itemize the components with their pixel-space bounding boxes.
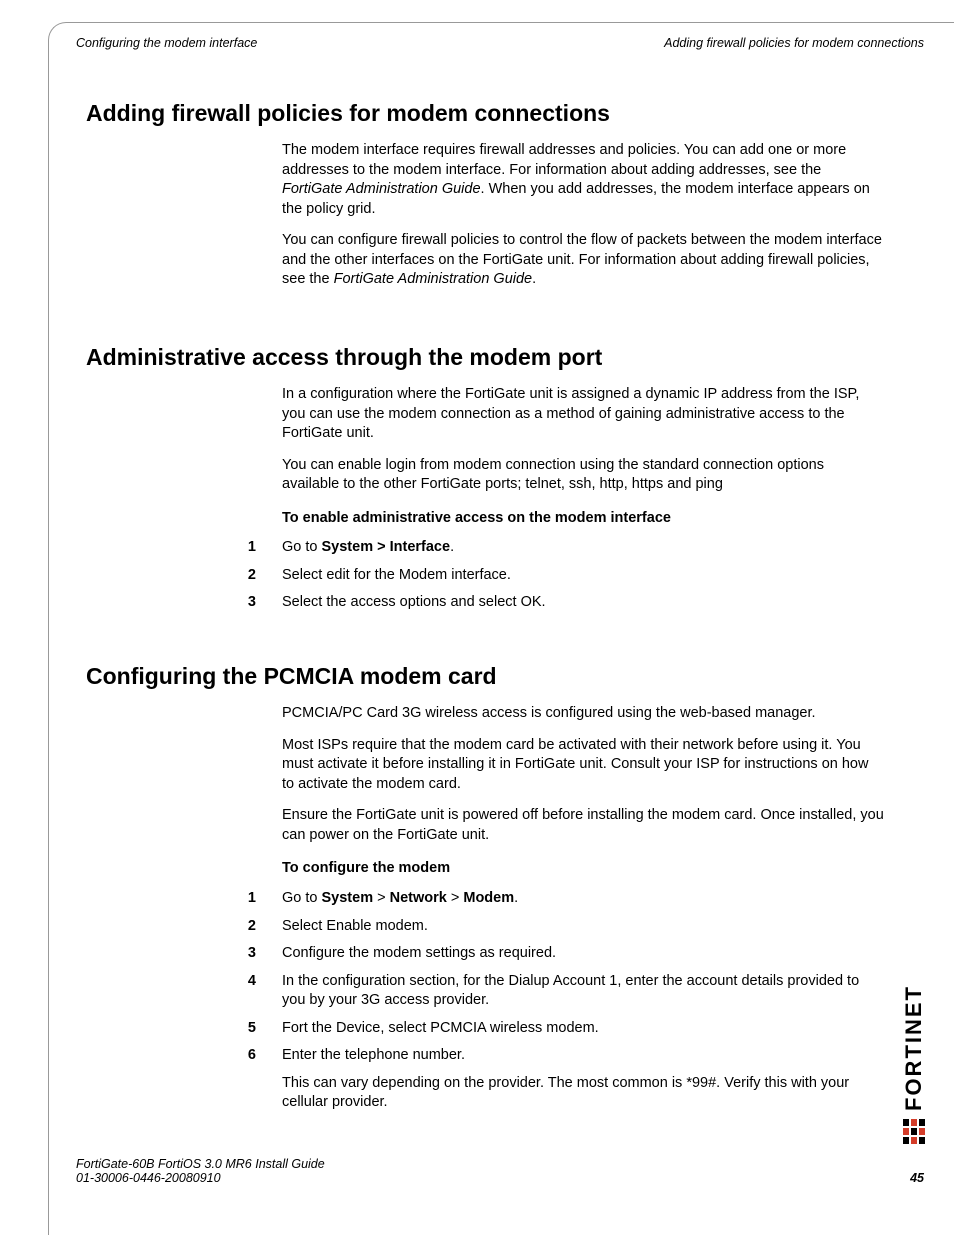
step-body: In the configuration section, for the Di… xyxy=(282,972,894,1011)
step-body: Select edit for the Modem interface. xyxy=(282,566,894,586)
step-body: Select the access options and select OK. xyxy=(282,593,894,613)
step-item: 1Go to System > Interface. xyxy=(86,538,894,558)
step-number: 1 xyxy=(86,889,282,909)
header-left: Configuring the modem interface xyxy=(76,36,257,50)
step-number: 6 xyxy=(86,1046,282,1066)
step-body: Fort the Device, select PCMCIA wireless … xyxy=(282,1019,894,1039)
brand-sidebar: FORTINET xyxy=(902,915,926,1145)
body-paragraph: You can configure firewall policies to c… xyxy=(282,231,884,290)
step-number: 5 xyxy=(86,1019,282,1039)
step-item: 2Select Enable modem. xyxy=(86,917,894,937)
step-number: 2 xyxy=(86,566,282,586)
step-number: 4 xyxy=(86,972,282,1011)
step-subtext: This can vary depending on the provider.… xyxy=(282,1074,884,1113)
step-body: Select Enable modem. xyxy=(282,917,894,937)
brand-text: FORTINET xyxy=(901,985,927,1111)
step-item: 3Select the access options and select OK… xyxy=(86,593,894,613)
section-heading: Configuring the PCMCIA modem card xyxy=(86,663,894,690)
step-item: 4In the configuration section, for the D… xyxy=(86,972,894,1011)
section-heading: Adding firewall policies for modem conne… xyxy=(86,100,894,127)
page-number: 45 xyxy=(910,1171,924,1185)
body-paragraph: The modem interface requires firewall ad… xyxy=(282,141,884,219)
step-item: 1Go to System > Network > Modem. xyxy=(86,889,894,909)
step-body: Go to System > Interface. xyxy=(282,538,894,558)
header-right: Adding firewall policies for modem conne… xyxy=(664,36,924,50)
body-paragraph: Most ISPs require that the modem card be… xyxy=(282,736,884,795)
body-paragraph: Ensure the FortiGate unit is powered off… xyxy=(282,806,884,845)
step-body: Enter the telephone number. xyxy=(282,1046,894,1066)
footer-line1: FortiGate-60B FortiOS 3.0 MR6 Install Gu… xyxy=(76,1157,924,1171)
footer: FortiGate-60B FortiOS 3.0 MR6 Install Gu… xyxy=(76,1157,924,1185)
step-item: 3Configure the modem settings as require… xyxy=(86,944,894,964)
header: Configuring the modem interface Adding f… xyxy=(76,36,924,50)
brand-logo-icon xyxy=(903,1119,925,1145)
step-body: Configure the modem settings as required… xyxy=(282,944,894,964)
step-number: 3 xyxy=(86,944,282,964)
step-item: 2Select edit for the Modem interface. xyxy=(86,566,894,586)
content: Adding firewall policies for modem conne… xyxy=(86,100,894,1121)
body-paragraph: PCMCIA/PC Card 3G wireless access is con… xyxy=(282,704,884,724)
step-body: Go to System > Network > Modem. xyxy=(282,889,894,909)
body-paragraph: In a configuration where the FortiGate u… xyxy=(282,385,884,444)
procedure-heading: To configure the modem xyxy=(282,859,884,879)
step-item: 6Enter the telephone number. xyxy=(86,1046,894,1066)
body-paragraph: You can enable login from modem connecti… xyxy=(282,456,884,495)
procedure-heading: To enable administrative access on the m… xyxy=(282,509,884,529)
step-number: 3 xyxy=(86,593,282,613)
step-number: 2 xyxy=(86,917,282,937)
section-heading: Administrative access through the modem … xyxy=(86,344,894,371)
step-number: 1 xyxy=(86,538,282,558)
step-item: 5Fort the Device, select PCMCIA wireless… xyxy=(86,1019,894,1039)
footer-line2: 01-30006-0446-20080910 xyxy=(76,1171,221,1185)
